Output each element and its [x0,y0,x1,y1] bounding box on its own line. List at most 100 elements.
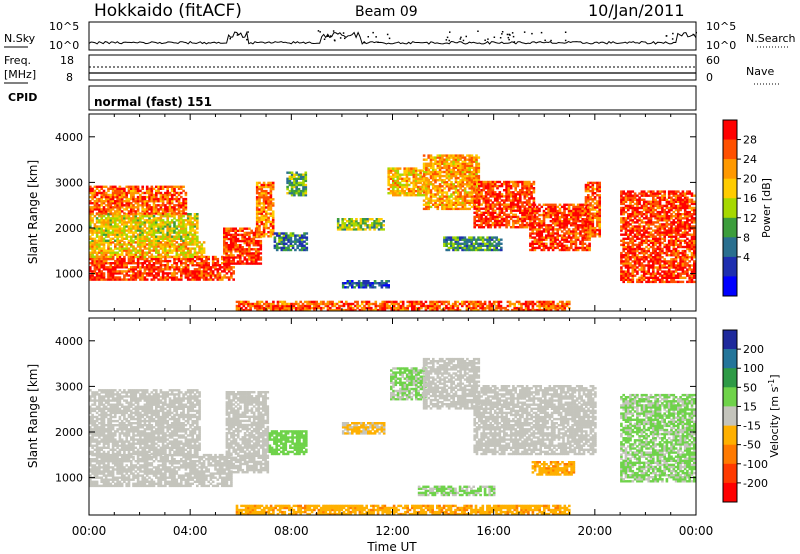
heatmap-cell [120,231,124,234]
heatmap-cell [291,240,295,243]
heatmap-cell [300,246,304,250]
heatmap-cell [109,208,113,211]
heatmap-cell [299,175,303,178]
heatmap-cell [299,194,303,197]
heatmap-cell [531,248,534,252]
heatmap-cell [229,254,233,257]
heatmap-cell [443,174,446,178]
heatmap-cell [629,215,632,218]
heatmap-cell [186,253,190,256]
heatmap-cell [466,199,469,202]
heatmap-cell [475,162,478,165]
heatmap-cell [540,248,544,252]
heatmap-cell [478,213,481,216]
heatmap-cell [91,247,94,250]
heatmap-cell [556,218,559,221]
heatmap-cell [221,278,224,281]
heatmap-cell [89,243,92,246]
heatmap-cell [193,243,197,246]
heatmap-cell [269,202,273,205]
heatmap-cell [234,250,237,253]
heatmap-cell [118,197,122,201]
heatmap-cell [280,232,284,235]
heatmap-cell [427,162,430,165]
heatmap-cell [521,189,524,192]
heatmap-cell [107,197,110,201]
heatmap-cell [130,210,133,213]
heatmap-cell [132,262,135,265]
heatmap-cell [255,187,259,191]
heatmap-cell [558,211,562,215]
heatmap-cell [367,280,370,283]
heatmap-cell [523,191,527,194]
nsky-left-tick-top: 10^5 [49,20,79,33]
heatmap-cell [207,257,210,261]
heatmap-cell [116,200,119,203]
heatmap-cell [487,203,490,206]
heatmap-cell [109,270,113,273]
heatmap-cell [120,257,124,261]
heatmap-cell [294,248,297,252]
heatmap-cell [252,241,256,245]
heatmap-cell [123,255,126,259]
heatmap-cell [205,270,208,273]
heatmap-cell [120,189,124,193]
heatmap-cell [468,168,471,172]
heatmap-cell [189,231,192,234]
heatmap-cell [498,207,502,210]
heatmap-cell [525,207,529,210]
heatmap-cell [125,202,128,205]
heatmap-cell [223,239,226,243]
heatmap-cell [463,238,467,241]
heatmap-cell [593,202,597,205]
heatmap-cell [118,210,122,213]
heatmap-cell [533,226,537,229]
heatmap-cell [591,233,595,236]
heatmap-cell [419,171,422,174]
heatmap-cell [150,253,154,256]
heatmap-cell [102,208,106,211]
heatmap-cell [123,215,126,218]
heatmap-cell [459,164,462,167]
heatmap-cell [545,215,548,219]
heatmap-cell [434,189,437,192]
heatmap-cell [111,208,115,211]
heatmap-cell [200,249,204,252]
heatmap-cell [114,200,117,203]
heatmap-cell [624,204,628,208]
heatmap-cell [285,232,288,235]
heatmap-cell [170,189,174,193]
heatmap-cell [516,205,520,208]
heatmap-cell [422,181,426,184]
nsearch-point [671,38,674,40]
heatmap-cell [120,221,124,224]
heatmap-cell [542,222,546,225]
heatmap-cell [288,179,292,183]
heatmap-cell [143,272,147,275]
heatmap-cell [459,201,462,204]
heatmap-cell [89,202,92,205]
heatmap-cell [436,160,440,163]
heatmap-cell [627,280,630,284]
heatmap-cell [136,249,140,252]
heatmap-cell [100,274,103,277]
heatmap-cell [91,217,94,220]
heatmap-cell [271,202,275,205]
heatmap-cell [89,278,92,281]
heatmap-cell [500,217,504,221]
heatmap-cell [498,221,502,225]
heatmap-cell [371,218,374,221]
heatmap-cell [486,248,489,252]
heatmap-cell [109,239,113,242]
heatmap-cell [529,211,532,215]
heatmap-cell [563,234,566,237]
heatmap-cell [503,217,506,221]
heatmap-cell [480,182,483,186]
heatmap-cell [166,268,169,271]
heatmap-cell [104,193,108,197]
heatmap-cell [593,206,597,209]
heatmap-cell [132,191,135,195]
heatmap-cell [139,215,142,218]
heatmap-cell [141,200,144,203]
heatmap-cell [303,246,306,250]
